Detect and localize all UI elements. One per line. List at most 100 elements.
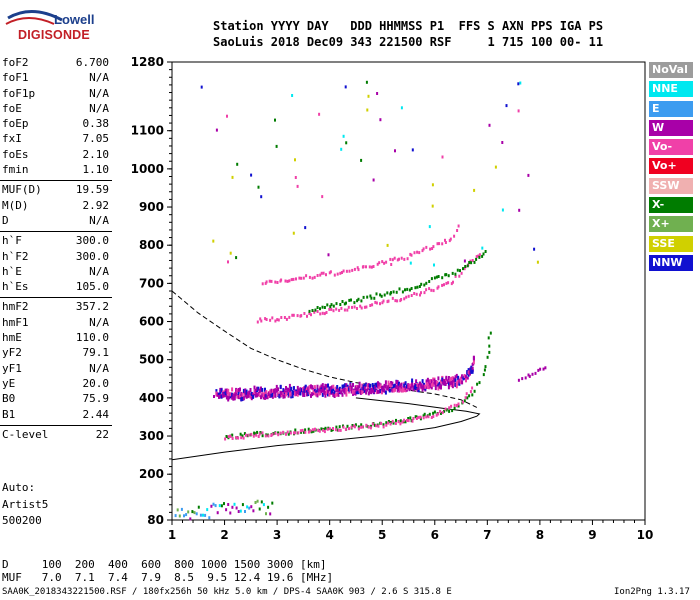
- plot-frame: [171, 61, 646, 521]
- echo-point: [275, 144, 278, 148]
- echo-point: [420, 384, 423, 389]
- echo-point: [458, 274, 461, 278]
- echo-point: [428, 379, 431, 384]
- param-key: hmF1: [2, 315, 29, 329]
- echo-point: [407, 383, 410, 388]
- echo-point: [306, 390, 308, 395]
- echo-point: [398, 387, 400, 392]
- param-row: hmF2 357.2: [0, 300, 113, 315]
- echo-point: [394, 149, 396, 153]
- echo-point: [488, 344, 491, 348]
- echo-point: [208, 516, 211, 520]
- x-tick-label: 1: [168, 528, 176, 542]
- echo-point: [223, 393, 226, 398]
- echo-point: [295, 391, 298, 395]
- echo-point: [445, 408, 448, 412]
- echo-point: [354, 385, 357, 390]
- echo-point: [472, 356, 475, 361]
- echo-point: [236, 162, 239, 166]
- echo-point: [300, 388, 303, 393]
- echo-point: [445, 375, 448, 380]
- echo-point: [195, 512, 198, 516]
- echo-point: [378, 382, 381, 387]
- echo-point: [392, 421, 395, 425]
- echo-point: [470, 261, 473, 265]
- param-key: foEp: [2, 117, 29, 131]
- echo-point: [249, 394, 252, 399]
- echo-point: [467, 368, 470, 373]
- echo-point: [410, 294, 413, 297]
- echo-point: [464, 396, 467, 400]
- echo-point: [200, 85, 203, 89]
- echo-point: [379, 389, 382, 393]
- param-row: M(D) 2.92: [0, 199, 113, 214]
- echo-point: [241, 397, 244, 401]
- echo-point: [438, 384, 441, 389]
- parameter-panel: foF2 6.700 foF1 N/A foF1p N/A foE N/A foEp 0.38 fx…: [0, 56, 113, 443]
- echo-point: [439, 410, 442, 413]
- echo-point: [330, 303, 333, 307]
- echo-point: [418, 251, 421, 255]
- echo-point: [484, 250, 487, 253]
- echo-point: [518, 208, 521, 212]
- param-value: 19.59: [75, 183, 109, 197]
- y-tick-label: 900: [139, 200, 164, 214]
- param-key: B0: [2, 392, 16, 406]
- echo-point: [443, 283, 445, 287]
- echo-point: [215, 392, 218, 397]
- echo-point: [448, 409, 451, 413]
- echo-point: [363, 386, 366, 391]
- echo-point: [370, 296, 373, 300]
- echo-point: [215, 128, 218, 132]
- echo-point: [365, 423, 368, 427]
- echo-point: [308, 311, 311, 315]
- echo-point: [435, 413, 438, 417]
- echo-point: [319, 387, 322, 392]
- echo-point: [274, 280, 277, 284]
- echo-point: [403, 418, 406, 422]
- echo-point: [473, 188, 476, 192]
- echo-point: [463, 399, 466, 403]
- echo-point: [271, 432, 274, 436]
- echo-point: [301, 390, 304, 394]
- echo-point: [262, 395, 265, 400]
- echo-point: [438, 381, 441, 386]
- echo-point: [223, 502, 225, 506]
- echo-point: [267, 434, 270, 438]
- echo-point: [404, 386, 407, 391]
- echo-point: [240, 436, 243, 440]
- echo-point: [274, 391, 277, 395]
- echo-point: [360, 306, 363, 310]
- echo-point: [384, 390, 387, 395]
- param-separator: [0, 180, 112, 182]
- echo-point: [365, 305, 368, 309]
- echo-point: [353, 389, 356, 394]
- echo-point: [459, 376, 462, 381]
- echo-point: [178, 514, 181, 518]
- echo-point: [212, 502, 215, 506]
- echo-point: [297, 431, 300, 435]
- echo-point: [454, 274, 457, 278]
- echo-point: [450, 404, 453, 408]
- echo-point: [361, 390, 364, 395]
- echo-point: [458, 378, 461, 383]
- echo-point: [227, 397, 230, 402]
- param-value: N/A: [89, 264, 109, 278]
- echo-point: [213, 395, 215, 398]
- echo-point: [371, 303, 374, 307]
- echo-point: [342, 425, 345, 429]
- echo-point: [392, 384, 395, 389]
- echo-point: [401, 388, 404, 393]
- echo-point: [266, 395, 269, 400]
- echo-point: [408, 288, 411, 292]
- echo-point: [265, 390, 268, 395]
- echo-point: [459, 269, 461, 273]
- x-tick-label: 8: [536, 528, 544, 542]
- echo-point: [467, 370, 470, 375]
- echo-point: [259, 317, 262, 321]
- echo-point: [270, 393, 273, 398]
- echo-point: [435, 275, 438, 279]
- echo-point: [414, 286, 417, 290]
- echo-point: [235, 506, 238, 510]
